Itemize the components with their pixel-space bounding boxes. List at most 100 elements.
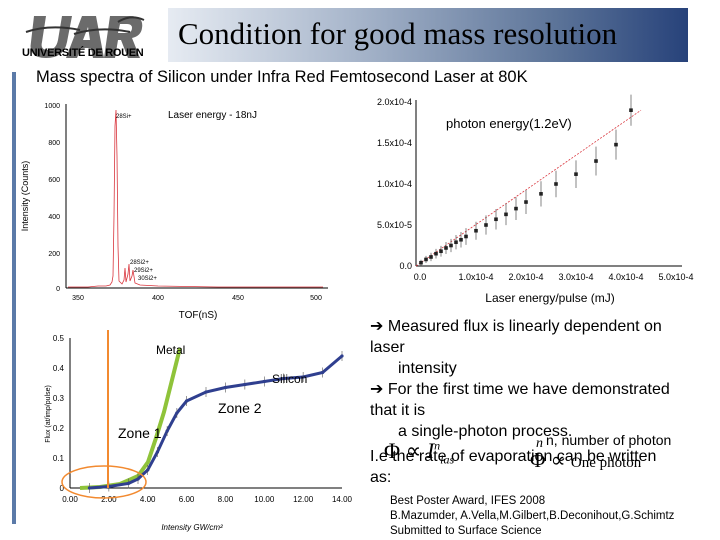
spectrum-trace	[68, 109, 323, 288]
flux-intensity-chart: 0.5 0.4 0.3 0.2 0.1 0 0.00 2.00 4.00 6.00 8.00 10.…	[45, 330, 352, 532]
bullet-2-line-3: a single-photon process.	[398, 423, 573, 440]
silicon-point	[175, 411, 179, 415]
flux-energy-x-tick: 2.0x10-4	[508, 272, 543, 282]
zone-highlight-ellipse	[61, 465, 147, 499]
flux-intensity-y-tick: 0.3	[53, 394, 65, 403]
flux-energy-point	[514, 206, 518, 211]
spectrum-y-ticks: 1000 800 600 400 200 0	[44, 103, 60, 293]
flux-energy-y-tick: 5.0x10-5	[377, 220, 412, 230]
subtitle: Mass spectra of Silicon under Infra Red …	[36, 68, 528, 86]
flux-energy-y-tick: 2.0x10-4	[377, 97, 412, 107]
flux-intensity-x-tick: 8.00	[218, 495, 234, 504]
flux-energy-point	[504, 212, 508, 217]
flux-energy-x-tick: 4.0x10-4	[608, 272, 643, 282]
bullet-2-line-2: that it is	[370, 402, 426, 419]
flux-intensity-x-tick: 6.00	[179, 495, 195, 504]
flux-energy-point	[439, 249, 443, 254]
flux-intensity-y-label: Flux (at/imp/pulse)	[45, 385, 52, 443]
formula-2: Φ ∝ One photon	[530, 448, 641, 473]
flux-energy-y-tick: 1.0x10-4	[377, 179, 412, 189]
award-line: Best Poster Award, IFES 2008	[390, 495, 546, 507]
spectrum-peak-label: 28Si+	[116, 114, 132, 120]
silicon-point	[204, 390, 208, 394]
spectrum-y-tick: 800	[48, 140, 60, 147]
spectrum-x-tick: 400	[152, 295, 164, 302]
label-silicon: Silicon	[272, 372, 307, 386]
flux-intensity-y-ticks: 0.5 0.4 0.3 0.2 0.1 0	[53, 334, 65, 493]
submitted-line: Submitted to Surface Science	[390, 525, 542, 537]
flux-energy-point	[434, 251, 438, 256]
flux-energy-x-tick: 0.0	[414, 272, 427, 282]
spectrum-peak-label: 29Si2+	[134, 268, 153, 274]
silicon-point	[340, 354, 344, 358]
flux-intensity-y-tick: 0.4	[53, 364, 65, 373]
flux-energy-y-tick: 1.5x10-4	[377, 138, 412, 148]
spectrum-y-label: Intensity (Counts)	[20, 161, 30, 232]
as-line: as:	[370, 469, 392, 486]
flux-intensity-x-label: Intensity GW/cm²	[161, 523, 223, 532]
flux-energy-fit-line	[415, 109, 642, 267]
title-band	[168, 8, 688, 62]
formula-2-proportional: ∝	[550, 448, 566, 472]
silicon-point	[146, 468, 150, 472]
label-zone-1: Zone 1	[118, 425, 162, 441]
spectrum-annotation: Laser energy - 18nJ	[168, 110, 257, 121]
ie-line: I.e the rate of evaporation can be writt…	[370, 448, 657, 465]
spectrum-y-tick: 400	[48, 214, 60, 221]
silicon-point	[136, 477, 140, 481]
spectrum-y-tick: 0	[56, 286, 60, 293]
flux-energy-point	[629, 108, 633, 112]
flux-energy-points	[419, 94, 633, 266]
flux-intensity-y-tick: 0.2	[53, 424, 65, 433]
silicon-point	[155, 450, 160, 454]
spectrum-y-tick: 600	[48, 177, 60, 184]
flux-energy-x-ticks: 0.0 1.0x10-4 2.0x10-4 3.0x10-4 4.0x10-4 5.0x1…	[414, 272, 694, 282]
label-zone-2: Zone 2	[218, 400, 262, 416]
flux-energy-point	[494, 217, 498, 222]
spectrum-y-tick: 200	[48, 251, 60, 258]
credits: Best Poster Award, IFES 2008 B.Mazumder,…	[390, 494, 674, 539]
flux-energy-point	[449, 243, 453, 248]
bullet-1-line-3: intensity	[398, 360, 457, 377]
label-metal: Metal	[156, 343, 185, 357]
flux-energy-point	[454, 240, 458, 245]
formula-1-sup: n	[434, 438, 441, 453]
flux-energy-point	[539, 192, 543, 196]
flux-intensity-x-tick: 12.00	[293, 495, 314, 504]
bullet-2: ➔ For the first time we have demonstrate…	[370, 379, 710, 442]
flux-energy-point	[464, 234, 468, 239]
silicon-point	[165, 429, 169, 433]
spectrum-x-label: TOF(nS)	[179, 310, 218, 321]
flux-intensity-x-tick: 2.00	[101, 495, 117, 504]
flux-energy-x-label: Laser energy/pulse (mJ)	[485, 291, 614, 305]
flux-intensity-y-tick: 0.1	[53, 454, 65, 463]
bullet-2-line-1: For the first time we have demonstrated	[387, 381, 670, 398]
bullet-1-line-2: laser	[370, 339, 405, 356]
formula-2-lhs: Φ	[530, 448, 546, 472]
spectrum-x-tick: 350	[72, 295, 84, 302]
bullet-1-line-1: Measured flux is linearly dependent on	[387, 318, 662, 335]
spectrum-peak-label: 28Si2+	[130, 260, 149, 266]
flux-energy-point	[444, 246, 448, 250]
flux-energy-point	[554, 182, 558, 186]
arrow-right-icon: ➔	[370, 318, 388, 335]
flux-energy-point	[429, 255, 433, 259]
university-logo	[25, 16, 145, 58]
spectrum-peak-label: 30Si2+	[138, 276, 157, 282]
bullet-1: ➔ Measured flux is linearly dependent on…	[370, 316, 710, 379]
flux-energy-point	[424, 257, 428, 262]
formula-1-proportional: ∝	[405, 438, 422, 463]
page-title: Condition for good mass resolution	[178, 16, 618, 51]
silicon-point	[301, 375, 305, 379]
silicon-point	[184, 399, 189, 403]
flux-intensity-y-tick: 0	[60, 484, 65, 493]
flux-intensity-x-tick: 0.00	[62, 495, 78, 504]
silicon-point	[282, 376, 286, 381]
flux-intensity-x-ticks: 0.00 2.00 4.00 6.00 8.00 10.00 12.00 14.00	[62, 495, 352, 504]
flux-energy-y-ticks: 2.0x10-4 1.5x10-4 1.0x10-4 5.0x10-5 0.0	[377, 97, 412, 271]
silicon-point	[223, 385, 228, 390]
flux-energy-point	[594, 159, 598, 163]
photon-number-note-text: n, number of photon	[546, 432, 672, 448]
logo-text: UNIVERSITÉ DE ROUEN	[22, 47, 144, 59]
formula-2-rhs: One photon	[570, 455, 642, 471]
